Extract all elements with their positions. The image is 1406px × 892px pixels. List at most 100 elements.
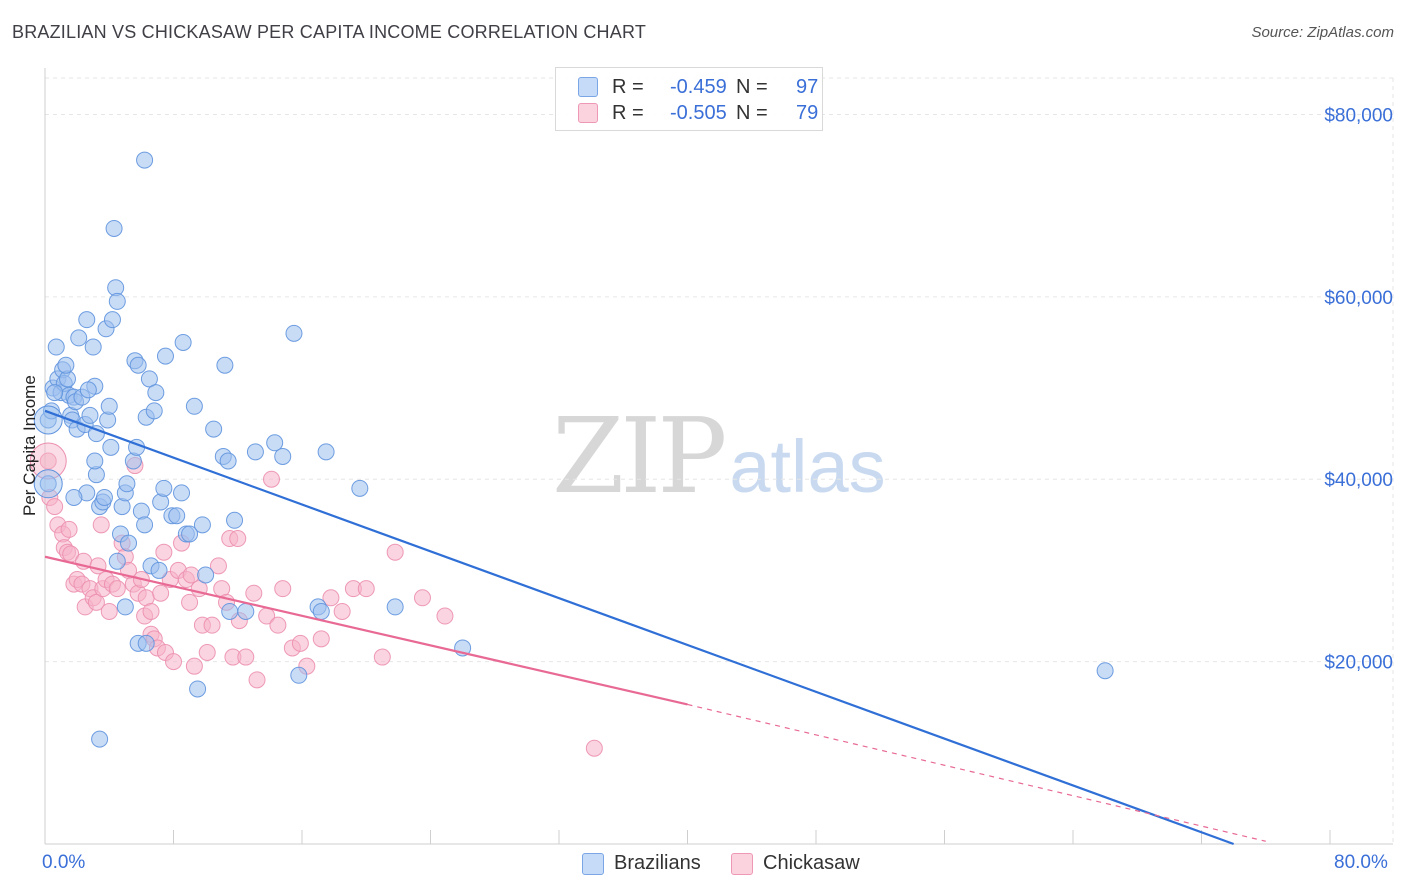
brazilians-point [312, 602, 330, 620]
chickasaw-point [245, 584, 263, 602]
chickasaw-point [585, 739, 603, 757]
chickasaw-point [181, 593, 199, 611]
chart-title: BRAZILIAN VS CHICKASAW PER CAPITA INCOME… [12, 22, 647, 42]
brazilians-point [174, 333, 192, 351]
axes [44, 68, 1393, 845]
chickasaw-point [274, 580, 292, 598]
brazilians-point [193, 516, 211, 534]
brazilians-point [120, 534, 138, 552]
legend-n-label: N = [736, 76, 768, 98]
brazilians-point [39, 475, 57, 493]
legend-r-label: R = [612, 76, 644, 98]
x-tick-label-max: 80.0% [1334, 852, 1388, 873]
brazilians-point [136, 516, 154, 534]
brazilians-point [108, 552, 126, 570]
brazilians-point [237, 602, 255, 620]
brazilians-point [102, 438, 120, 456]
bottom-legend-label: Brazilians [614, 852, 701, 874]
chickasaw-point [46, 498, 64, 516]
chickasaw-point [386, 543, 404, 561]
brazilians-point [147, 384, 165, 402]
chickasaw-point [322, 589, 340, 607]
bottom-legend-swatch-chickasaw [731, 853, 753, 875]
legend-n-label: N = [736, 102, 768, 124]
chickasaw-point [248, 671, 266, 689]
brazilians-trend-line [44, 409, 1235, 846]
chickasaw-point [413, 589, 431, 607]
bottom-legend-swatch-brazilians [582, 853, 604, 875]
chickasaw-point [87, 593, 105, 611]
brazilians-point [189, 680, 207, 698]
brazilians-point [155, 479, 173, 497]
brazilians-point [173, 484, 191, 502]
chickasaw-point [92, 516, 110, 534]
brazilians-point [84, 338, 102, 356]
brazilians-point [57, 356, 75, 374]
brazilians-point [181, 525, 199, 543]
chickasaw-point [209, 557, 227, 575]
chickasaw-point [436, 607, 454, 625]
chickasaw-point [262, 470, 280, 488]
chickasaw-point [291, 634, 309, 652]
brazilians-point [78, 311, 96, 329]
brazilians-point [216, 356, 234, 374]
brazilians-point [386, 598, 404, 616]
brazilians-point [140, 370, 158, 388]
brazilians-point [46, 384, 64, 402]
y-tick-labels: $20,000 $40,000 $60,000 $80,000 [1324, 105, 1393, 673]
brazilians-point [156, 347, 174, 365]
chickasaw-point [142, 602, 160, 620]
chickasaw-point [182, 566, 200, 584]
chickasaw-point [100, 602, 118, 620]
source-label: Source: ZipAtlas.com [1251, 24, 1394, 41]
chickasaw-point [152, 584, 170, 602]
brazilians-point [103, 311, 121, 329]
chickasaw-point [198, 644, 216, 661]
chickasaw-point [60, 520, 78, 538]
chickasaw-point [312, 630, 330, 648]
brazilians-point [150, 561, 168, 579]
chickasaw-point [89, 557, 107, 575]
brazilians-point [205, 420, 223, 438]
legend-r-value: -0.459 [670, 76, 727, 98]
brazilians-point [274, 447, 292, 465]
brazilians-point-large [33, 405, 63, 435]
brazilians-point [317, 443, 335, 461]
x-tick-label-min: 0.0% [42, 852, 86, 873]
brazilians-point [226, 511, 244, 529]
brazilians-point [137, 634, 155, 652]
chickasaw-trend-extension [687, 703, 1266, 842]
legend-swatch-brazilians [578, 77, 598, 97]
brazilians-point [1096, 662, 1114, 680]
brazilians-point [197, 566, 215, 584]
chickasaw-point [155, 543, 173, 561]
chickasaw-point [333, 602, 351, 620]
brazilians-point [86, 452, 104, 470]
brazilians-points [33, 151, 1114, 748]
y-tick-label: $20,000 [1324, 653, 1393, 674]
brazilians-point [47, 338, 65, 356]
brazilians-point [246, 443, 264, 461]
brazilians-point [168, 507, 186, 525]
brazilians-point [118, 475, 136, 493]
chickasaw-trend-line [44, 555, 688, 706]
chickasaw-point [373, 648, 391, 666]
chickasaw-point [39, 452, 57, 470]
y-tick-label: $60,000 [1324, 288, 1393, 309]
y-tick-label: $40,000 [1324, 470, 1393, 491]
chickasaw-point [165, 653, 182, 671]
legend-swatch-chickasaw [578, 103, 598, 123]
brazilians-point [219, 452, 237, 470]
chickasaw-point [203, 616, 221, 634]
brazilians-point [65, 488, 83, 506]
chickasaw-point [185, 657, 203, 675]
brazilians-point [95, 488, 113, 506]
brazilians-point [351, 479, 369, 497]
chickasaw-point [269, 616, 287, 634]
brazilians-point [79, 381, 97, 399]
chickasaw-point [237, 648, 255, 666]
brazilians-point [290, 666, 308, 684]
bottom-legend-label: Chickasaw [763, 852, 860, 874]
brazilians-point [185, 397, 203, 415]
